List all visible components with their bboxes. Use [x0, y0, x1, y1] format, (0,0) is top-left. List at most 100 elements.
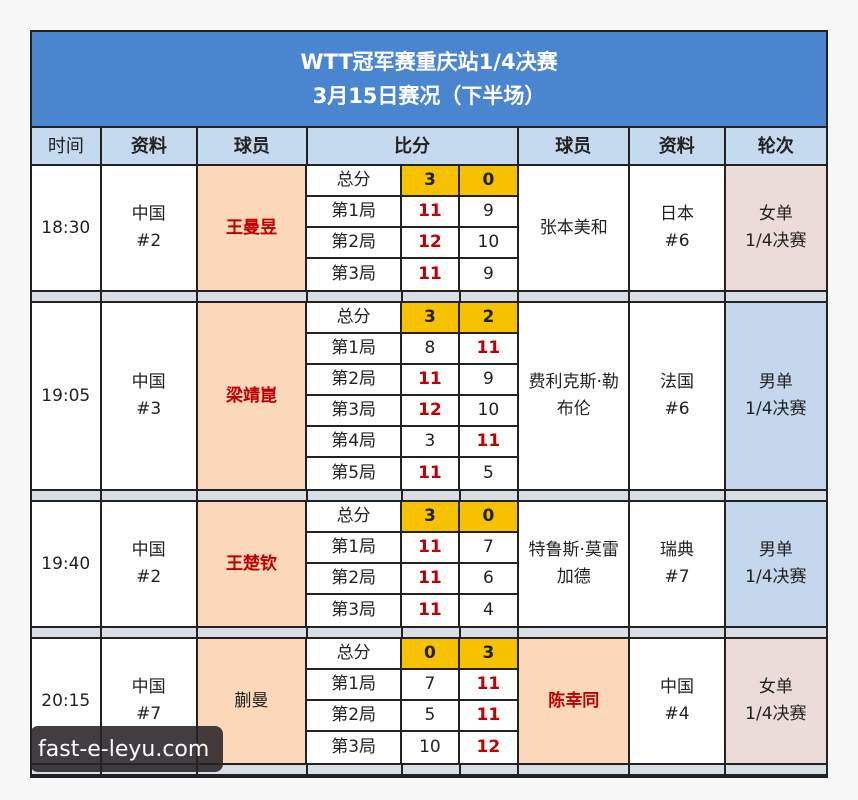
- column-header-row: 时间 资料 球员 比分 球员 资料 轮次: [32, 128, 826, 166]
- player1-name: 梁靖崑: [197, 303, 308, 489]
- game-score-row: 第2局 11 9: [307, 365, 518, 396]
- game-label: 第3局: [307, 396, 403, 425]
- player2-country: 中国: [660, 677, 695, 697]
- header-player: 球员: [198, 128, 308, 164]
- game-label: 第5局: [307, 458, 403, 489]
- score-grid: 总分 3 0 第1局 11 7 第2局 11 6 第3局 11 4: [307, 502, 520, 626]
- game-score-row: 第2局 12 10: [307, 228, 518, 259]
- player2-score: 9: [482, 201, 494, 221]
- player1-score: 0: [402, 639, 460, 668]
- player1-score: 3: [402, 427, 460, 456]
- player1-info: 中国 #2: [102, 502, 198, 626]
- player2-score: 7: [482, 537, 494, 557]
- game-score-row: 第2局 5 11: [307, 701, 518, 732]
- player2-score: 9: [482, 264, 494, 284]
- match-time: 18:30: [32, 166, 102, 290]
- round-name: 1/4决赛: [745, 704, 807, 724]
- player2-score: 6: [482, 568, 494, 588]
- game-score-row: 第5局 11 5: [307, 458, 517, 489]
- player1-score: 11: [402, 259, 460, 290]
- player1-score: 11: [402, 533, 460, 562]
- total-score-row: 总分 3 0: [307, 166, 518, 197]
- player2-score: 11: [476, 338, 501, 358]
- player1-score: 12: [402, 396, 460, 425]
- player2-info: 中国 #4: [630, 639, 726, 763]
- total-score-row: 总分 3 0: [307, 502, 518, 533]
- player2-score: 2: [459, 303, 518, 332]
- player2-score: 4: [482, 600, 494, 620]
- game-score-row: 第3局 10 12: [307, 732, 517, 763]
- player1-rank: #2: [136, 231, 162, 251]
- watermark: fast-e-leyu.com: [30, 726, 223, 772]
- round-cell: 男单 1/4决赛: [725, 303, 826, 489]
- game-label: 第3局: [307, 732, 403, 763]
- game-score-row: 第1局 7 11: [307, 670, 518, 701]
- player2-score: 5: [482, 463, 494, 483]
- header-round: 轮次: [757, 135, 794, 157]
- game-label: 总分: [307, 303, 403, 332]
- player1-score: 11: [402, 365, 460, 394]
- player1-info: 中国 #7: [102, 639, 198, 763]
- game-label: 第4局: [307, 427, 403, 456]
- score-grid: 总分 0 3 第1局 7 11 第2局 5 11 第3局 10 12: [307, 639, 520, 763]
- round-cell: 男单 1/4决赛: [725, 502, 826, 626]
- player1-name: 王楚钦: [197, 502, 308, 626]
- score-grid: 总分 3 0 第1局 11 9 第2局 12 10 第3局 11 9: [307, 166, 520, 290]
- game-label: 第1局: [307, 334, 403, 363]
- total-score-row: 总分 3 2: [307, 303, 518, 334]
- round-type: 男单: [758, 540, 793, 560]
- player2-score: 11: [476, 431, 501, 451]
- round-type: 男单: [758, 372, 793, 392]
- player2-country: 瑞典: [660, 540, 695, 560]
- player2-score: 10: [477, 400, 500, 420]
- player2-score: 0: [459, 502, 518, 531]
- game-label: 第3局: [307, 259, 403, 290]
- match-block: 19:40 中国 #2 王楚钦 总分 3 0 第1局 11 7 第2局 11 6 …: [32, 502, 826, 628]
- match-time: 20:15: [32, 639, 102, 763]
- player2-info: 法国 #6: [630, 303, 726, 489]
- game-label: 第2局: [307, 701, 403, 730]
- player2-score: 3: [459, 639, 518, 668]
- game-score-row: 第4局 3 11: [307, 427, 518, 458]
- game-label: 总分: [307, 166, 403, 195]
- match-time: 19:05: [32, 303, 102, 489]
- player1-score: 11: [402, 564, 460, 593]
- game-label: 第3局: [307, 595, 403, 626]
- game-score-row: 第1局 11 7: [307, 533, 518, 564]
- player1-score: 11: [402, 595, 460, 626]
- score-grid: 总分 3 2 第1局 8 11 第2局 11 9 第3局 12 10 第4局 3…: [307, 303, 520, 489]
- player2-name: 陈幸同: [519, 639, 631, 763]
- player2-score: 11: [476, 705, 501, 725]
- player1-score: 11: [402, 458, 460, 489]
- game-label: 第2局: [307, 564, 403, 593]
- player1-info: 中国 #2: [102, 166, 198, 290]
- player1-score: 12: [402, 228, 460, 257]
- round-type: 女单: [758, 677, 793, 697]
- header-score: 比分: [308, 128, 519, 164]
- player1-rank: #7: [136, 704, 162, 724]
- round-type: 女单: [758, 204, 793, 224]
- game-score-row: 第3局 11 4: [307, 595, 517, 626]
- player1-score: 3: [402, 303, 460, 332]
- game-score-row: 第3局 12 10: [307, 396, 518, 427]
- player2-name: 特鲁斯·莫雷加德: [519, 502, 631, 626]
- player2-info: 瑞典 #7: [630, 502, 726, 626]
- game-score-row: 第3局 11 9: [307, 259, 517, 290]
- game-label: 第2局: [307, 365, 403, 394]
- player2-country: 日本: [660, 204, 695, 224]
- table-title: WTT冠军赛重庆站1/4决赛 3月15日赛况（下半场）: [32, 32, 826, 128]
- player1-score: 10: [402, 732, 460, 763]
- total-score-row: 总分 0 3: [307, 639, 518, 670]
- game-label: 总分: [307, 639, 403, 668]
- player1-info: 中国 #3: [102, 303, 198, 489]
- round-cell: 女单 1/4决赛: [725, 639, 826, 763]
- game-score-row: 第1局 8 11: [307, 334, 518, 365]
- player1-score: 7: [402, 670, 460, 699]
- player2-name: 张本美和: [519, 166, 631, 290]
- header-info: 资料: [102, 128, 199, 164]
- player1-score: 3: [402, 166, 460, 195]
- row-separator: [32, 491, 826, 502]
- row-separator: [32, 292, 826, 303]
- player1-country: 中国: [131, 677, 166, 697]
- row-separator: [32, 628, 826, 639]
